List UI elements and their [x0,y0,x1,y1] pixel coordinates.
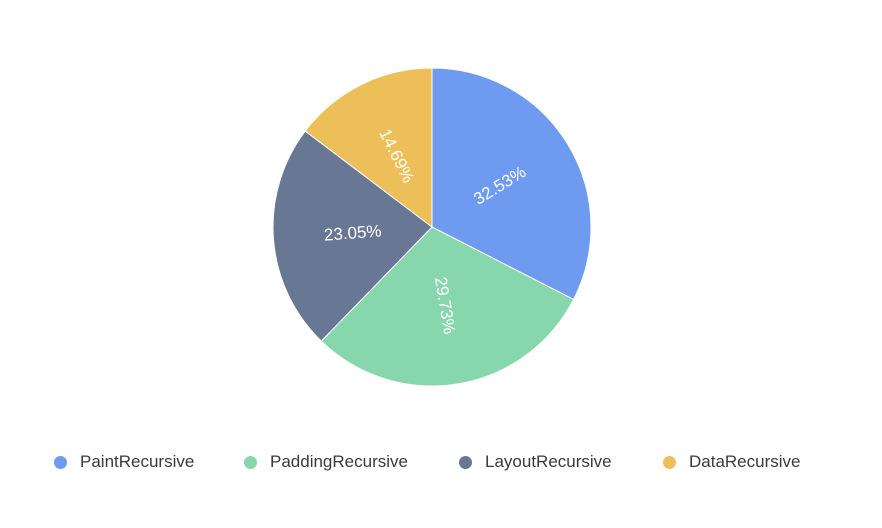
pie-slice-padding-recursive[interactable] [320,226,575,387]
legend-label: PaintRecursive [80,452,195,471]
pie-slice-label: 23.05% [323,221,382,244]
legend-dot-icon [54,455,67,469]
pie-slice-paint-recursive[interactable] [431,67,592,301]
legend-item-paint-recursive[interactable]: PaintRecursive [54,449,194,475]
legend-label: DataRecursive [689,452,801,471]
pie-slice-layout-recursive[interactable] [272,130,433,342]
legend-dot-icon [244,455,257,469]
chart-legend: PaintRecursive PaddingRecursive LayoutRe… [0,449,882,475]
legend-dot-icon [459,455,472,469]
legend-label: LayoutRecursive [485,452,612,471]
legend-item-padding-recursive[interactable]: PaddingRecursive [244,449,408,475]
legend-label: PaddingRecursive [270,452,408,471]
pie-slice-data-recursive[interactable] [304,67,433,229]
pie-slices [272,67,592,387]
legend-dot-icon [663,455,676,469]
legend-item-layout-recursive[interactable]: LayoutRecursive [459,449,612,475]
legend-item-data-recursive[interactable]: DataRecursive [663,449,801,475]
